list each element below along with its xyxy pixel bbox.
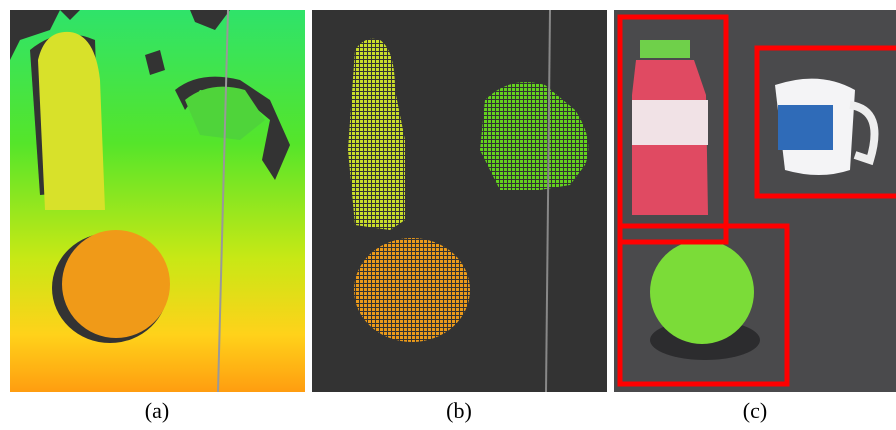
panel-label: (b): [446, 398, 472, 423]
point-cloud: [312, 10, 607, 392]
depth-image: [10, 10, 305, 392]
panel-label: (a): [145, 398, 169, 423]
figure-svg: (a) (b) (c): [0, 0, 896, 430]
rgb-image: [614, 10, 896, 392]
figure: (a) (b) (c): [0, 0, 896, 430]
panel-label: (c): [743, 398, 767, 423]
